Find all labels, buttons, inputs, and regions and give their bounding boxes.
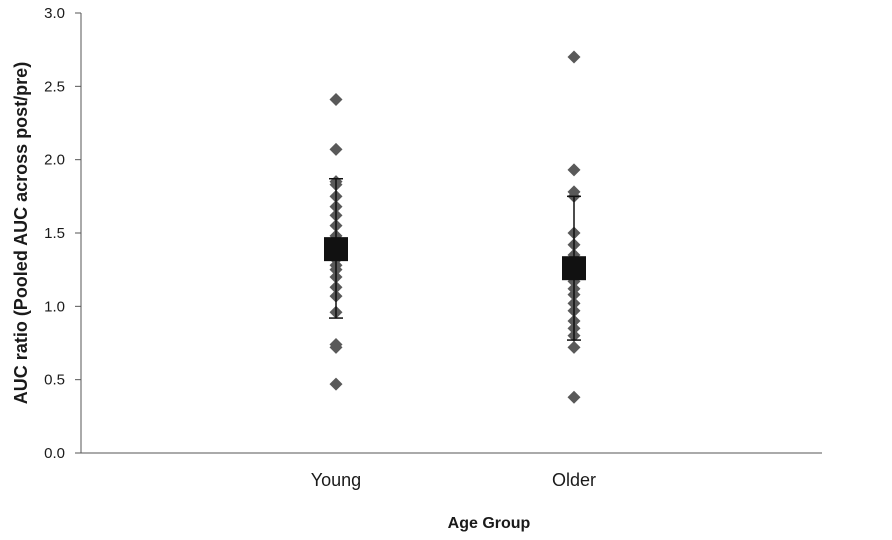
y-tick-label: 0.0 (44, 445, 65, 462)
y-tick-label: 3.0 (44, 5, 65, 22)
x-axis-title: Age Group (448, 515, 531, 532)
y-ticks: 0.0 0.5 1.0 1.5 2.0 2.5 3.0 (44, 5, 81, 462)
x-tick-label: Young (311, 470, 361, 490)
data-point (329, 340, 343, 354)
y-tick-label: 1.0 (44, 298, 65, 315)
data-point (329, 142, 343, 156)
data-point (567, 340, 581, 354)
mean-marker (562, 256, 586, 281)
y-tick-label: 2.0 (44, 152, 65, 169)
data-point (329, 93, 343, 107)
axes (80, 13, 822, 454)
data-point (329, 377, 343, 391)
data-point (567, 163, 581, 177)
mean-markers (324, 237, 586, 281)
x-tick-labels: Young Older (311, 470, 596, 490)
data-point (567, 390, 581, 404)
y-tick-label: 1.5 (44, 225, 65, 242)
x-tick-label: Older (552, 470, 596, 490)
y-axis-title: AUC ratio (Pooled AUC across post/pre) (11, 62, 31, 404)
data-point (567, 50, 581, 64)
y-tick-label: 2.5 (44, 78, 65, 95)
mean-marker (324, 237, 348, 262)
error-bars (329, 177, 581, 341)
y-tick-label: 0.5 (44, 372, 65, 389)
data-points (329, 50, 581, 404)
